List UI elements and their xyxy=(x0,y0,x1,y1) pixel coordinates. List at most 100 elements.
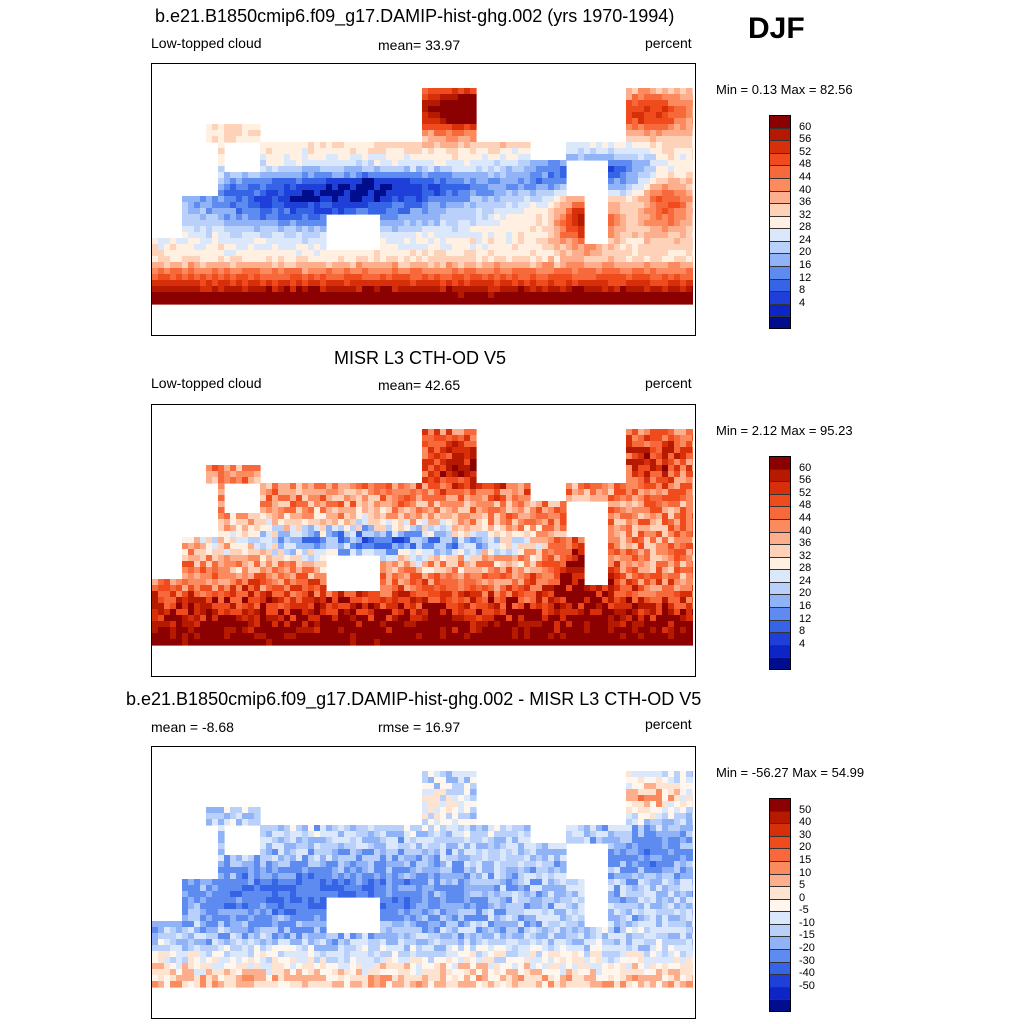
colorbar-tick-label: 32 xyxy=(799,549,812,562)
panel-title: b.e21.B1850cmip6.f09_g17.DAMIP-hist-ghg.… xyxy=(155,6,675,26)
colorbar-tick-label: 20 xyxy=(799,587,812,600)
colorbar-swatch xyxy=(769,594,791,608)
colorbar-swatch xyxy=(769,165,791,179)
colorbar-swatch xyxy=(769,644,791,658)
colorbar-tick-label: 56 xyxy=(799,474,812,487)
colorbar-tick-label: 24 xyxy=(799,574,812,587)
colorbar-swatch xyxy=(769,127,791,141)
colorbar-tick-label: 16 xyxy=(799,259,812,272)
colorbar-tick-label: 28 xyxy=(799,221,812,234)
min-max-label: Min = 2.12 Max = 95.23 xyxy=(716,423,853,438)
units-label: percent xyxy=(645,716,692,732)
colorbar-tick-label: 48 xyxy=(799,499,812,512)
colorbar-swatch xyxy=(769,898,791,912)
panel-title: MISR L3 CTH-OD V5 xyxy=(334,348,507,368)
colorbar-swatch xyxy=(769,886,791,900)
colorbar-tick-label: 12 xyxy=(799,612,812,625)
colorbar-swatch xyxy=(769,190,791,204)
colorbar-diff: 50 40 30 20 15 10 5 0 -5 -10 -15 -20 -30 -40 -50 xyxy=(769,798,829,1013)
colorbar-tick-label: 10 xyxy=(799,866,812,879)
colorbar-tick-label: 40 xyxy=(799,524,812,537)
colorbar-swatch xyxy=(769,923,791,937)
colorbar-swatch xyxy=(769,518,791,533)
map-obs xyxy=(151,404,696,677)
colorbar-tick-label: 44 xyxy=(799,170,812,183)
colorbar-model: 60 56 52 48 44 40 36 32 28 24 20 16 12 8 4 xyxy=(769,115,829,330)
colorbar-swatch xyxy=(769,177,791,192)
colorbar-tick-label: 4 xyxy=(799,637,806,650)
colorbar-tick-label: 40 xyxy=(799,816,812,829)
colorbar-tick-label: -15 xyxy=(799,929,815,942)
colorbar-tick-label: 56 xyxy=(799,133,812,146)
colorbar-swatch xyxy=(769,115,791,129)
units-label: percent xyxy=(645,375,692,391)
map-model xyxy=(151,63,696,336)
colorbar-tick-label: 0 xyxy=(799,891,806,904)
colorbar-swatch xyxy=(769,961,791,975)
colorbar-tick-label: 16 xyxy=(799,600,812,613)
colorbar-tick-label: 52 xyxy=(799,486,812,499)
units-label: percent xyxy=(645,35,692,51)
rmse-label: rmse = 16.97 xyxy=(378,719,461,735)
colorbar-swatch xyxy=(769,456,791,470)
colorbar-tick-label: 5 xyxy=(799,879,806,892)
colorbar-tick-label: 20 xyxy=(799,246,812,259)
colorbar-swatch xyxy=(769,949,791,963)
colorbar-swatch xyxy=(769,481,791,495)
colorbar-swatch xyxy=(769,544,791,558)
colorbar-swatch xyxy=(769,936,791,950)
colorbar-tick-label: 12 xyxy=(799,271,812,284)
colorbar-swatch xyxy=(769,607,791,621)
mean-label: mean= 33.97 xyxy=(378,37,461,53)
colorbar-swatch xyxy=(769,999,791,1013)
colorbar-swatch xyxy=(769,531,791,545)
colorbar-tick-label: -5 xyxy=(799,904,809,917)
colorbar-tick-label: -20 xyxy=(799,942,815,955)
colorbar-swatch xyxy=(769,253,791,267)
colorbar-tick-label: 60 xyxy=(799,120,812,133)
colorbar-tick-label: 32 xyxy=(799,208,812,221)
colorbar-swatch xyxy=(769,556,791,570)
colorbar-swatch xyxy=(769,835,791,849)
colorbar-tick-label: 24 xyxy=(799,233,812,246)
min-max-label: Min = 0.13 Max = 82.56 xyxy=(716,82,853,97)
left-label: Low-topped cloud xyxy=(151,375,262,391)
colorbar-swatch xyxy=(769,278,791,292)
colorbar-tick-label: 36 xyxy=(799,537,812,550)
colorbar-tick-label: 60 xyxy=(799,461,812,474)
colorbar-swatch xyxy=(769,873,791,887)
colorbar-swatch xyxy=(769,860,791,875)
colorbar-swatch xyxy=(769,228,791,242)
min-max-label: Min = -56.27 Max = 54.99 xyxy=(716,765,865,780)
colorbar-swatch xyxy=(769,215,791,229)
colorbar-tick-label: 28 xyxy=(799,562,812,575)
colorbar-swatch xyxy=(769,140,791,154)
colorbar-swatch xyxy=(769,798,791,812)
colorbar-swatch xyxy=(769,986,791,1000)
colorbar-swatch xyxy=(769,240,791,254)
colorbar-swatch xyxy=(769,152,791,166)
left-label: Low-topped cloud xyxy=(151,35,262,51)
colorbar-swatch xyxy=(769,291,791,305)
colorbar-tick-label: -50 xyxy=(799,979,815,992)
colorbar-tick-label: 48 xyxy=(799,158,812,171)
map-field xyxy=(152,429,693,646)
colorbar-swatch xyxy=(769,974,791,988)
colorbar-swatch xyxy=(769,303,791,317)
colorbar-tick-label: 30 xyxy=(799,828,812,841)
colorbar-tick-label: 15 xyxy=(799,853,812,866)
colorbar-tick-label: -40 xyxy=(799,967,815,980)
colorbar-swatch xyxy=(769,316,791,330)
colorbar-tick-label: 20 xyxy=(799,841,812,854)
colorbar-swatch xyxy=(769,911,791,925)
colorbar-swatch xyxy=(769,493,791,507)
colorbar-tick-label: 52 xyxy=(799,145,812,158)
colorbar-tick-label: 8 xyxy=(799,625,806,638)
colorbar-swatch xyxy=(769,632,791,646)
map-diff xyxy=(151,746,696,1019)
colorbar-tick-label: -30 xyxy=(799,954,815,967)
colorbar-tick-label: 36 xyxy=(799,196,812,209)
colorbar-tick-label: 40 xyxy=(799,183,812,196)
colorbar-swatch xyxy=(769,468,791,482)
colorbar-tick-label: 4 xyxy=(799,296,806,309)
